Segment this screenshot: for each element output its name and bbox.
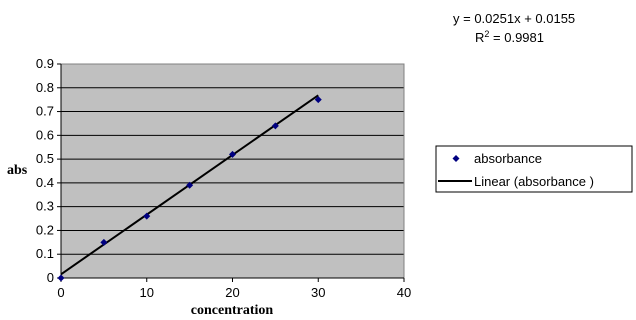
y-tick-label: 0	[47, 270, 54, 285]
x-tick-label: 0	[57, 285, 64, 300]
y-tick-label: 0.6	[36, 127, 54, 142]
x-tick-label: 10	[140, 285, 154, 300]
data-point	[271, 122, 279, 130]
y-axis-title: abs	[7, 163, 28, 178]
data-point	[100, 238, 108, 246]
x-tick-label: 40	[397, 285, 411, 300]
x-tick-label: 30	[311, 285, 325, 300]
legend-marker-absorbance	[452, 155, 460, 162]
data-point	[57, 274, 65, 282]
y-tick-label: 0.8	[36, 80, 54, 95]
legend-label-linear: Linear (absorbance )	[474, 174, 594, 189]
y-tick-labels: 0 0.1 0.2 0.3 0.4 0.5 0.6 0.7 0.8 0.9	[36, 56, 54, 285]
y-tick-label: 0.3	[36, 199, 54, 214]
legend-label-absorbance: absorbance	[474, 151, 542, 166]
r-squared-value: = 0.9981	[489, 30, 544, 45]
legend: absorbance Linear (absorbance )	[435, 145, 633, 193]
data-point	[314, 96, 322, 104]
y-tick-label: 0.4	[36, 175, 54, 190]
r-squared-superscript: 2	[484, 29, 489, 39]
x-tick-labels: 0 10 20 30 40	[57, 285, 411, 300]
y-tick-label: 0.7	[36, 104, 54, 119]
y-tick-label: 0.1	[36, 246, 54, 261]
x-axis-title: concentration	[191, 303, 274, 318]
y-tick-label: 0.9	[36, 56, 54, 71]
r-squared-prefix: R	[475, 30, 484, 45]
plot-area	[61, 64, 404, 278]
trendline-equation: y = 0.0251x + 0.0155	[453, 11, 575, 26]
data-point	[229, 150, 236, 158]
data-point	[143, 212, 151, 220]
y-tick-label: 0.2	[36, 222, 54, 237]
data-point	[186, 181, 194, 189]
data-points	[57, 96, 322, 282]
x-tick-label: 20	[225, 285, 239, 300]
r-squared-label: R2 = 0.9981	[475, 29, 544, 45]
legend-box	[435, 145, 633, 193]
y-tick-label: 0.5	[36, 151, 54, 166]
